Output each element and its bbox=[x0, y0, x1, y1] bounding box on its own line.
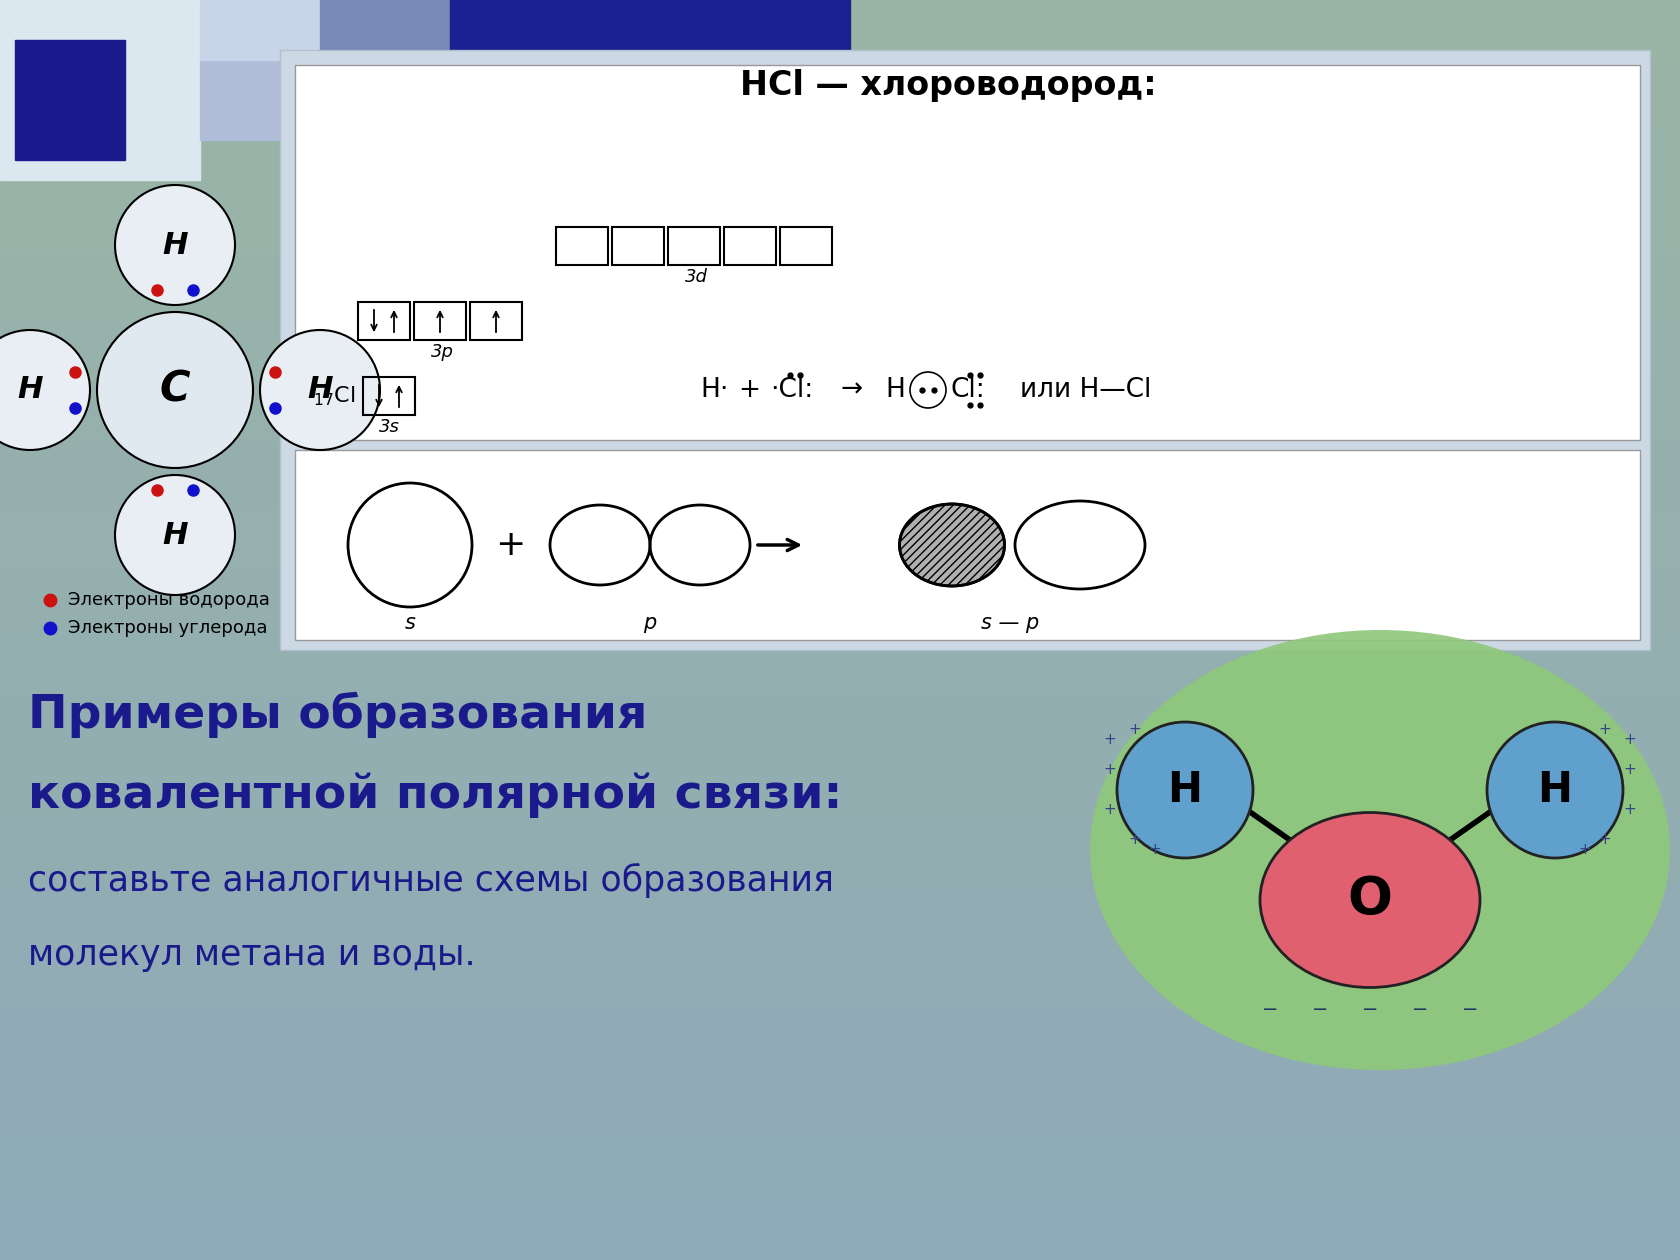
Text: +: + bbox=[1104, 732, 1117, 747]
Bar bbox=[15, 40, 124, 160]
Polygon shape bbox=[0, 189, 1680, 252]
Bar bbox=[450, 0, 850, 110]
Text: +: + bbox=[1129, 833, 1141, 848]
Bar bbox=[363, 377, 415, 415]
Text: HCl — хлороводород:: HCl — хлороводород: bbox=[739, 68, 1156, 102]
Bar bbox=[556, 227, 608, 265]
Text: +: + bbox=[1623, 732, 1636, 747]
Circle shape bbox=[114, 475, 235, 595]
Text: ·Cl:: ·Cl: bbox=[769, 377, 813, 403]
Circle shape bbox=[97, 312, 254, 467]
Bar bbox=[319, 0, 450, 110]
Text: +: + bbox=[496, 528, 526, 562]
Polygon shape bbox=[0, 0, 1680, 660]
Bar bbox=[200, 60, 319, 140]
Text: 3s: 3s bbox=[378, 418, 400, 436]
Circle shape bbox=[1117, 722, 1253, 858]
Polygon shape bbox=[0, 945, 1680, 1008]
Bar bbox=[612, 227, 664, 265]
Ellipse shape bbox=[1090, 630, 1670, 1070]
Text: +: + bbox=[1129, 722, 1141, 737]
Polygon shape bbox=[0, 1197, 1680, 1260]
Polygon shape bbox=[0, 252, 1680, 315]
Text: Примеры образования: Примеры образования bbox=[29, 692, 647, 738]
Text: +: + bbox=[1579, 843, 1591, 858]
Polygon shape bbox=[0, 756, 1680, 819]
Text: −: − bbox=[1262, 1000, 1278, 1019]
Polygon shape bbox=[0, 126, 1680, 189]
Text: ковалентной полярной связи:: ковалентной полярной связи: bbox=[29, 772, 842, 818]
Circle shape bbox=[0, 330, 91, 450]
Text: составьте аналогичные схемы образования: составьте аналогичные схемы образования bbox=[29, 863, 833, 897]
FancyBboxPatch shape bbox=[296, 66, 1640, 440]
Polygon shape bbox=[0, 819, 1680, 882]
Circle shape bbox=[1487, 722, 1623, 858]
Bar bbox=[0, 0, 200, 180]
Text: Электроны водорода: Электроны водорода bbox=[67, 591, 270, 609]
Text: +: + bbox=[1599, 722, 1611, 737]
Text: p: p bbox=[643, 614, 657, 633]
Text: O: O bbox=[1347, 874, 1393, 926]
Text: +: + bbox=[1104, 762, 1117, 777]
Polygon shape bbox=[0, 378, 1680, 441]
Text: +: + bbox=[1149, 843, 1161, 858]
Text: или H—Cl: или H—Cl bbox=[1020, 377, 1151, 403]
Polygon shape bbox=[0, 882, 1680, 945]
Text: H·: H· bbox=[701, 377, 729, 403]
Bar bbox=[200, 0, 319, 60]
Polygon shape bbox=[0, 63, 1680, 126]
Text: s — p: s — p bbox=[981, 614, 1040, 633]
Text: →: → bbox=[840, 377, 862, 403]
Polygon shape bbox=[0, 567, 1680, 630]
Text: −: − bbox=[1411, 1000, 1428, 1019]
Text: +: + bbox=[1104, 803, 1117, 818]
Polygon shape bbox=[0, 504, 1680, 567]
Bar bbox=[358, 302, 410, 340]
Text: H: H bbox=[163, 231, 188, 260]
Polygon shape bbox=[0, 441, 1680, 504]
Polygon shape bbox=[0, 1071, 1680, 1134]
Polygon shape bbox=[0, 693, 1680, 756]
Polygon shape bbox=[0, 315, 1680, 378]
Polygon shape bbox=[0, 1008, 1680, 1071]
Text: H: H bbox=[1168, 769, 1203, 811]
Text: H: H bbox=[1537, 769, 1572, 811]
Ellipse shape bbox=[899, 504, 1005, 586]
Text: C: C bbox=[160, 369, 190, 411]
Bar bbox=[724, 227, 776, 265]
Bar bbox=[470, 302, 522, 340]
Text: 3p: 3p bbox=[430, 343, 454, 362]
Bar bbox=[669, 227, 721, 265]
Polygon shape bbox=[0, 660, 1680, 1260]
Bar bbox=[413, 302, 465, 340]
FancyBboxPatch shape bbox=[296, 450, 1640, 640]
Bar bbox=[780, 227, 832, 265]
Text: H: H bbox=[885, 377, 906, 403]
Text: молекул метана и воды.: молекул метана и воды. bbox=[29, 937, 475, 971]
Text: −: − bbox=[1462, 1000, 1478, 1019]
Text: H: H bbox=[163, 520, 188, 549]
Text: $_{17}$Cl: $_{17}$Cl bbox=[312, 384, 354, 408]
Circle shape bbox=[260, 330, 380, 450]
Text: +: + bbox=[1623, 803, 1636, 818]
Text: Cl:: Cl: bbox=[949, 377, 984, 403]
Polygon shape bbox=[0, 1134, 1680, 1197]
Text: −: − bbox=[1362, 1000, 1378, 1019]
Text: H: H bbox=[17, 375, 42, 404]
Text: s: s bbox=[405, 614, 415, 633]
Text: +: + bbox=[1599, 833, 1611, 848]
Text: 3d: 3d bbox=[684, 268, 707, 286]
Ellipse shape bbox=[1260, 813, 1480, 988]
FancyBboxPatch shape bbox=[281, 50, 1650, 650]
Text: −: − bbox=[1312, 1000, 1329, 1019]
Text: H: H bbox=[307, 375, 333, 404]
Circle shape bbox=[114, 185, 235, 305]
Text: +: + bbox=[738, 377, 759, 403]
Polygon shape bbox=[0, 0, 1680, 63]
Polygon shape bbox=[0, 630, 1680, 693]
Text: Электроны углерода: Электроны углерода bbox=[67, 619, 267, 638]
Text: +: + bbox=[1623, 762, 1636, 777]
